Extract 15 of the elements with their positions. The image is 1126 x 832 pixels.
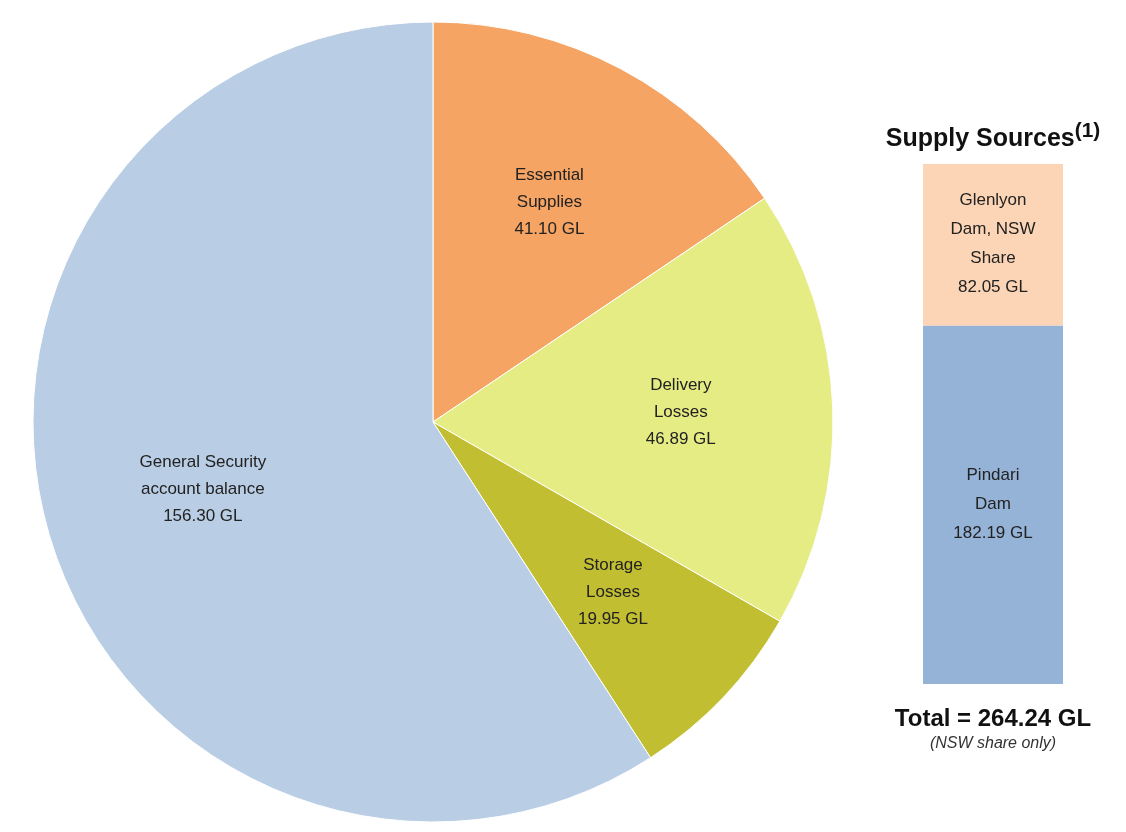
data-label: 19.95 GL (578, 609, 648, 629)
chart-title: Supply Sources$^{(1)}$ (884, 118, 1102, 153)
data-label: 82.05 GL (958, 278, 1028, 298)
series-label: Glenlyon Dam, NSW Share (950, 191, 1036, 269)
data-label: 182.19 GL (953, 523, 1033, 543)
text: Total = 264.24 GL (893, 704, 1093, 733)
slice-label: General Security account balance (139, 452, 267, 499)
text: (NSW share only) (928, 734, 1058, 753)
slice-label: Delivery Losses (650, 375, 713, 422)
data-label: 46.89 GL (645, 429, 716, 449)
series-label: Pindari Dam (966, 465, 1020, 514)
slice-label: Storage Losses (583, 555, 643, 602)
data-label: 156.30 GL (163, 506, 243, 526)
slice-label: Essential Supplies (514, 165, 584, 212)
data-label: 41.10 GL (514, 219, 585, 239)
